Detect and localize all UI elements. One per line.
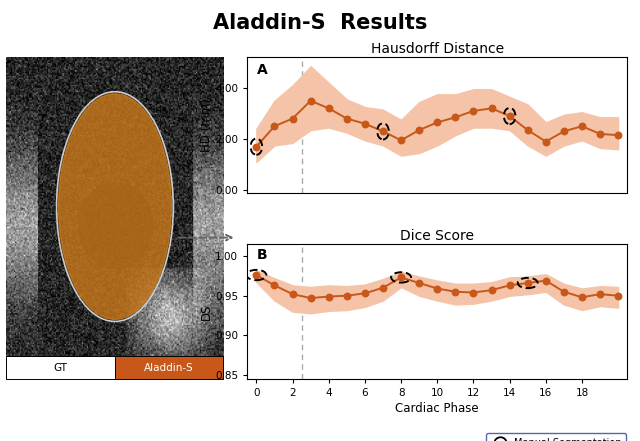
Point bbox=[324, 105, 334, 112]
Point bbox=[486, 287, 497, 294]
Point bbox=[432, 119, 442, 126]
Point bbox=[342, 292, 352, 299]
Point bbox=[523, 127, 533, 134]
Point bbox=[287, 291, 298, 298]
Point bbox=[504, 282, 515, 289]
Point bbox=[613, 292, 623, 299]
Ellipse shape bbox=[58, 94, 172, 319]
Title: Dice Score: Dice Score bbox=[400, 229, 474, 243]
Text: B: B bbox=[257, 248, 268, 262]
Point bbox=[504, 112, 515, 120]
Point bbox=[252, 143, 262, 150]
Point bbox=[450, 114, 460, 121]
Point bbox=[595, 131, 605, 138]
Title: Hausdorff Distance: Hausdorff Distance bbox=[371, 42, 504, 56]
Point bbox=[432, 285, 442, 292]
Bar bbox=[115, 356, 223, 379]
Point bbox=[378, 128, 388, 135]
Point bbox=[252, 272, 262, 279]
Point bbox=[541, 277, 551, 284]
Point bbox=[595, 291, 605, 298]
Point bbox=[324, 293, 334, 300]
Bar bbox=[6, 356, 115, 379]
Text: Aladdin-S: Aladdin-S bbox=[145, 363, 194, 373]
Point bbox=[414, 280, 424, 287]
Point bbox=[414, 127, 424, 134]
Point bbox=[269, 123, 280, 130]
Point bbox=[450, 288, 460, 295]
Point bbox=[613, 132, 623, 139]
Point bbox=[360, 290, 370, 297]
Point bbox=[541, 138, 551, 145]
Point bbox=[468, 289, 479, 296]
Point bbox=[559, 288, 569, 295]
Point bbox=[305, 97, 316, 104]
Text: Aladdin-S  Results: Aladdin-S Results bbox=[213, 13, 427, 33]
Point bbox=[360, 120, 370, 127]
Point bbox=[577, 294, 587, 301]
Y-axis label: HD (mm): HD (mm) bbox=[200, 98, 212, 152]
Legend: Manual Segmentation: Manual Segmentation bbox=[486, 433, 626, 441]
Point bbox=[305, 295, 316, 302]
Point bbox=[342, 115, 352, 122]
Point bbox=[378, 284, 388, 292]
Point bbox=[269, 282, 280, 289]
Point bbox=[396, 137, 406, 144]
Point bbox=[577, 123, 587, 130]
Text: GT: GT bbox=[54, 363, 68, 373]
Text: A: A bbox=[257, 63, 268, 77]
Y-axis label: DS: DS bbox=[200, 303, 212, 320]
Point bbox=[486, 105, 497, 112]
X-axis label: Cardiac Phase: Cardiac Phase bbox=[396, 403, 479, 415]
Point bbox=[523, 280, 533, 287]
Point bbox=[396, 274, 406, 281]
Point bbox=[468, 108, 479, 115]
Point bbox=[287, 115, 298, 122]
Point bbox=[559, 128, 569, 135]
